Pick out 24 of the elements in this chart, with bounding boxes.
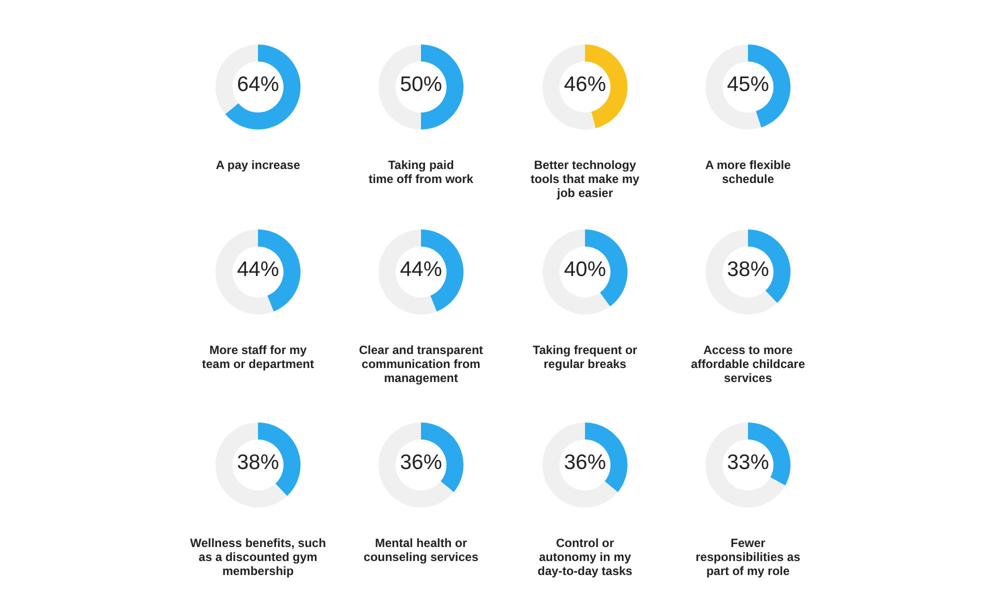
data-label: 38% — [236, 451, 280, 474]
data-label: 64% — [236, 73, 280, 96]
data-label: 44% — [400, 258, 442, 281]
text: Taking paid time off from work — [368, 158, 474, 186]
text: Control or autonomy in my day-to-day tasks — [538, 536, 633, 578]
text: More staff for my team or department — [202, 343, 314, 371]
data-label: 44% — [236, 258, 280, 281]
text: A pay increase — [216, 158, 300, 172]
text: Clear and transparent communication from management — [358, 343, 484, 385]
text: Taking frequent or regular breaks — [532, 343, 638, 371]
data-label: 38% — [726, 258, 770, 281]
text: Better technology tools that make my job easier — [530, 158, 640, 200]
text: A more flexible schedule — [705, 158, 792, 186]
data-label: 40% — [564, 258, 606, 281]
data-label: 45% — [726, 73, 770, 96]
data-label: 33% — [726, 451, 770, 474]
text: Fewer responsibilities as part of my role — [696, 536, 801, 578]
text: Wellness benefits, such as a discounted gym membership — [190, 536, 326, 578]
text: Access to more affordable childcare services — [690, 343, 806, 385]
text: Mental health or counseling services — [364, 536, 479, 564]
data-label: 36% — [564, 451, 606, 474]
data-label: 36% — [400, 451, 442, 474]
data-label: 46% — [564, 73, 606, 96]
data-label: 50% — [400, 73, 442, 96]
